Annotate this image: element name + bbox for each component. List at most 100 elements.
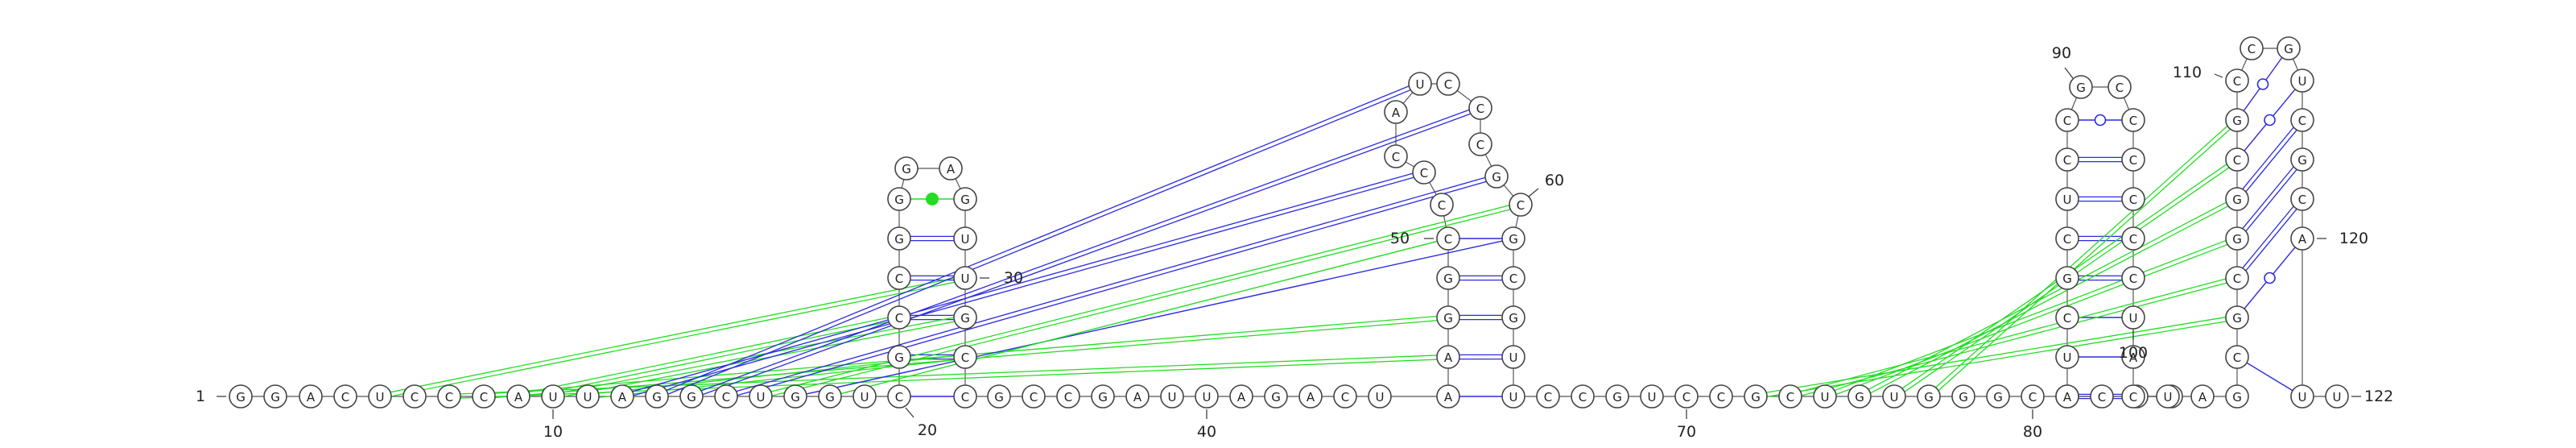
nucleotide-letter: U	[2063, 351, 2072, 365]
position-tick	[1528, 188, 1539, 197]
nucleotide-letter: U	[1416, 77, 1425, 92]
nucleotide: C	[2225, 266, 2249, 290]
nucleotide: C	[2121, 384, 2145, 409]
nucleotide: A	[2055, 384, 2079, 409]
nucleotide-letter: G	[894, 351, 904, 365]
nucleotide-letter: C	[2129, 390, 2137, 404]
nucleotide: G	[887, 187, 911, 211]
nucleotide-letter: U	[2164, 390, 2173, 404]
nucleotide: G	[263, 384, 287, 409]
nucleotide: C	[2121, 226, 2145, 251]
nucleotide-letter: U	[861, 390, 869, 404]
base-pair-link	[1459, 314, 1502, 321]
nucleotide-letter: G	[1993, 390, 2003, 404]
nucleotide: C	[1778, 384, 1802, 409]
nucleotide: C	[2290, 187, 2314, 211]
nucleotide: C	[887, 266, 911, 290]
nucleotide: A	[1229, 384, 1253, 409]
nucleotide-letter: G	[902, 162, 911, 176]
nucleotide: G	[894, 156, 919, 180]
nucleotide-letter: U	[376, 390, 385, 404]
noncanonical-pair-marker	[2094, 114, 2107, 127]
nucleotide: C	[2225, 345, 2249, 369]
nucleotide-letter: C	[2098, 390, 2106, 404]
nucleotide: G	[2225, 108, 2249, 132]
nucleotide: A	[2121, 345, 2145, 369]
nucleotide: A	[1436, 384, 1460, 409]
nucleotide: U	[1501, 345, 1525, 369]
nucleotide: C	[2055, 147, 2079, 172]
nucleotide-letter: A	[1307, 390, 1315, 404]
nucleotide: C	[2021, 384, 2045, 409]
nucleotides: G G A C U C C C A U U A G G C U G G U C G C C G G G A G U U G C C G C C G A U U…	[229, 36, 2349, 409]
nucleotide: C	[2290, 108, 2314, 132]
nucleotide-letter: U	[1376, 390, 1385, 404]
nucleotide-letter: C	[2129, 232, 2137, 247]
nucleotide: G	[887, 345, 911, 369]
nucleotide: G	[887, 226, 911, 251]
base-pair-link	[910, 235, 954, 242]
nucleotide: C	[2055, 108, 2079, 132]
nucleotide-letter: C	[1438, 198, 1446, 213]
nucleotide-letter: U	[2333, 390, 2342, 404]
nucleotide: U	[2156, 384, 2180, 409]
nucleotide: A	[1125, 384, 1150, 409]
nucleotide: C	[953, 345, 977, 369]
base-pair-link	[1459, 354, 1502, 360]
base-pair-links	[390, 56, 2297, 400]
nucleotide: C	[714, 384, 738, 409]
position-tick	[2214, 73, 2223, 78]
nucleotide: U	[2290, 384, 2314, 409]
nucleotide: U	[1501, 384, 1525, 409]
nucleotide-letter: C	[2029, 390, 2037, 404]
nucleotide: G	[1744, 384, 1768, 409]
nucleotide: G	[2225, 226, 2249, 251]
nucleotide-letter: C	[341, 390, 349, 404]
noncanonical-pair-marker	[2256, 78, 2269, 90]
nucleotide: C	[2055, 226, 2079, 251]
nucleotide: U	[953, 226, 977, 251]
nucleotide-letter: G	[236, 390, 246, 404]
nucleotide-letter: C	[2298, 193, 2306, 207]
base-pair-link	[2242, 166, 2297, 232]
nucleotide-letter: C	[2129, 114, 2137, 128]
nucleotide: C	[1384, 144, 1408, 168]
nucleotide: C	[2121, 266, 2145, 290]
nucleotide: U	[2121, 305, 2145, 330]
position-label: 90	[2052, 44, 2071, 62]
nucleotide-letter: C	[2298, 114, 2306, 128]
nucleotide-letter: C	[1517, 198, 1525, 213]
nucleotide: U	[2055, 345, 2079, 369]
nucleotide: U	[1813, 384, 1837, 409]
base-pair-link	[910, 193, 954, 205]
nucleotide: G	[645, 384, 669, 409]
nucleotide-letter: U	[584, 390, 592, 404]
nucleotide-letter: C	[1717, 390, 1725, 404]
nucleotide: G	[1264, 384, 1288, 409]
nucleotide-letter: C	[722, 390, 730, 404]
nucleotide: G	[1091, 384, 1115, 409]
nucleotide-letter: G	[960, 311, 970, 326]
nucleotide-letter: U	[1168, 390, 1177, 404]
nucleotide-letter: U	[2129, 311, 2138, 326]
nucleotide-letter: G	[960, 193, 970, 207]
nucleotide-letter: U	[1821, 390, 1830, 404]
nucleotide-letter: C	[1444, 77, 1452, 92]
nucleotide-letter: C	[2063, 311, 2071, 326]
nucleotide-letter: A	[307, 390, 316, 404]
nucleotide-letter: G	[2232, 311, 2242, 326]
nucleotide-letter: A	[2129, 351, 2138, 365]
nucleotide-letter: C	[2063, 153, 2071, 168]
nucleotide: C	[953, 384, 977, 409]
nucleotide-letter: G	[1443, 272, 1453, 286]
nucleotide-letter: G	[2284, 42, 2293, 56]
position-label: 1	[196, 388, 205, 405]
nucleotide-letter: G	[791, 390, 800, 404]
nucleotide: G	[1484, 164, 1509, 189]
nucleotide: U	[2290, 68, 2314, 93]
nucleotide: U	[1368, 384, 1392, 409]
nucleotide: C	[2107, 75, 2132, 99]
base-pair-link	[2244, 247, 2296, 309]
nucleotide: C	[1056, 384, 1080, 409]
nucleotide-letter: G	[1959, 390, 1968, 404]
